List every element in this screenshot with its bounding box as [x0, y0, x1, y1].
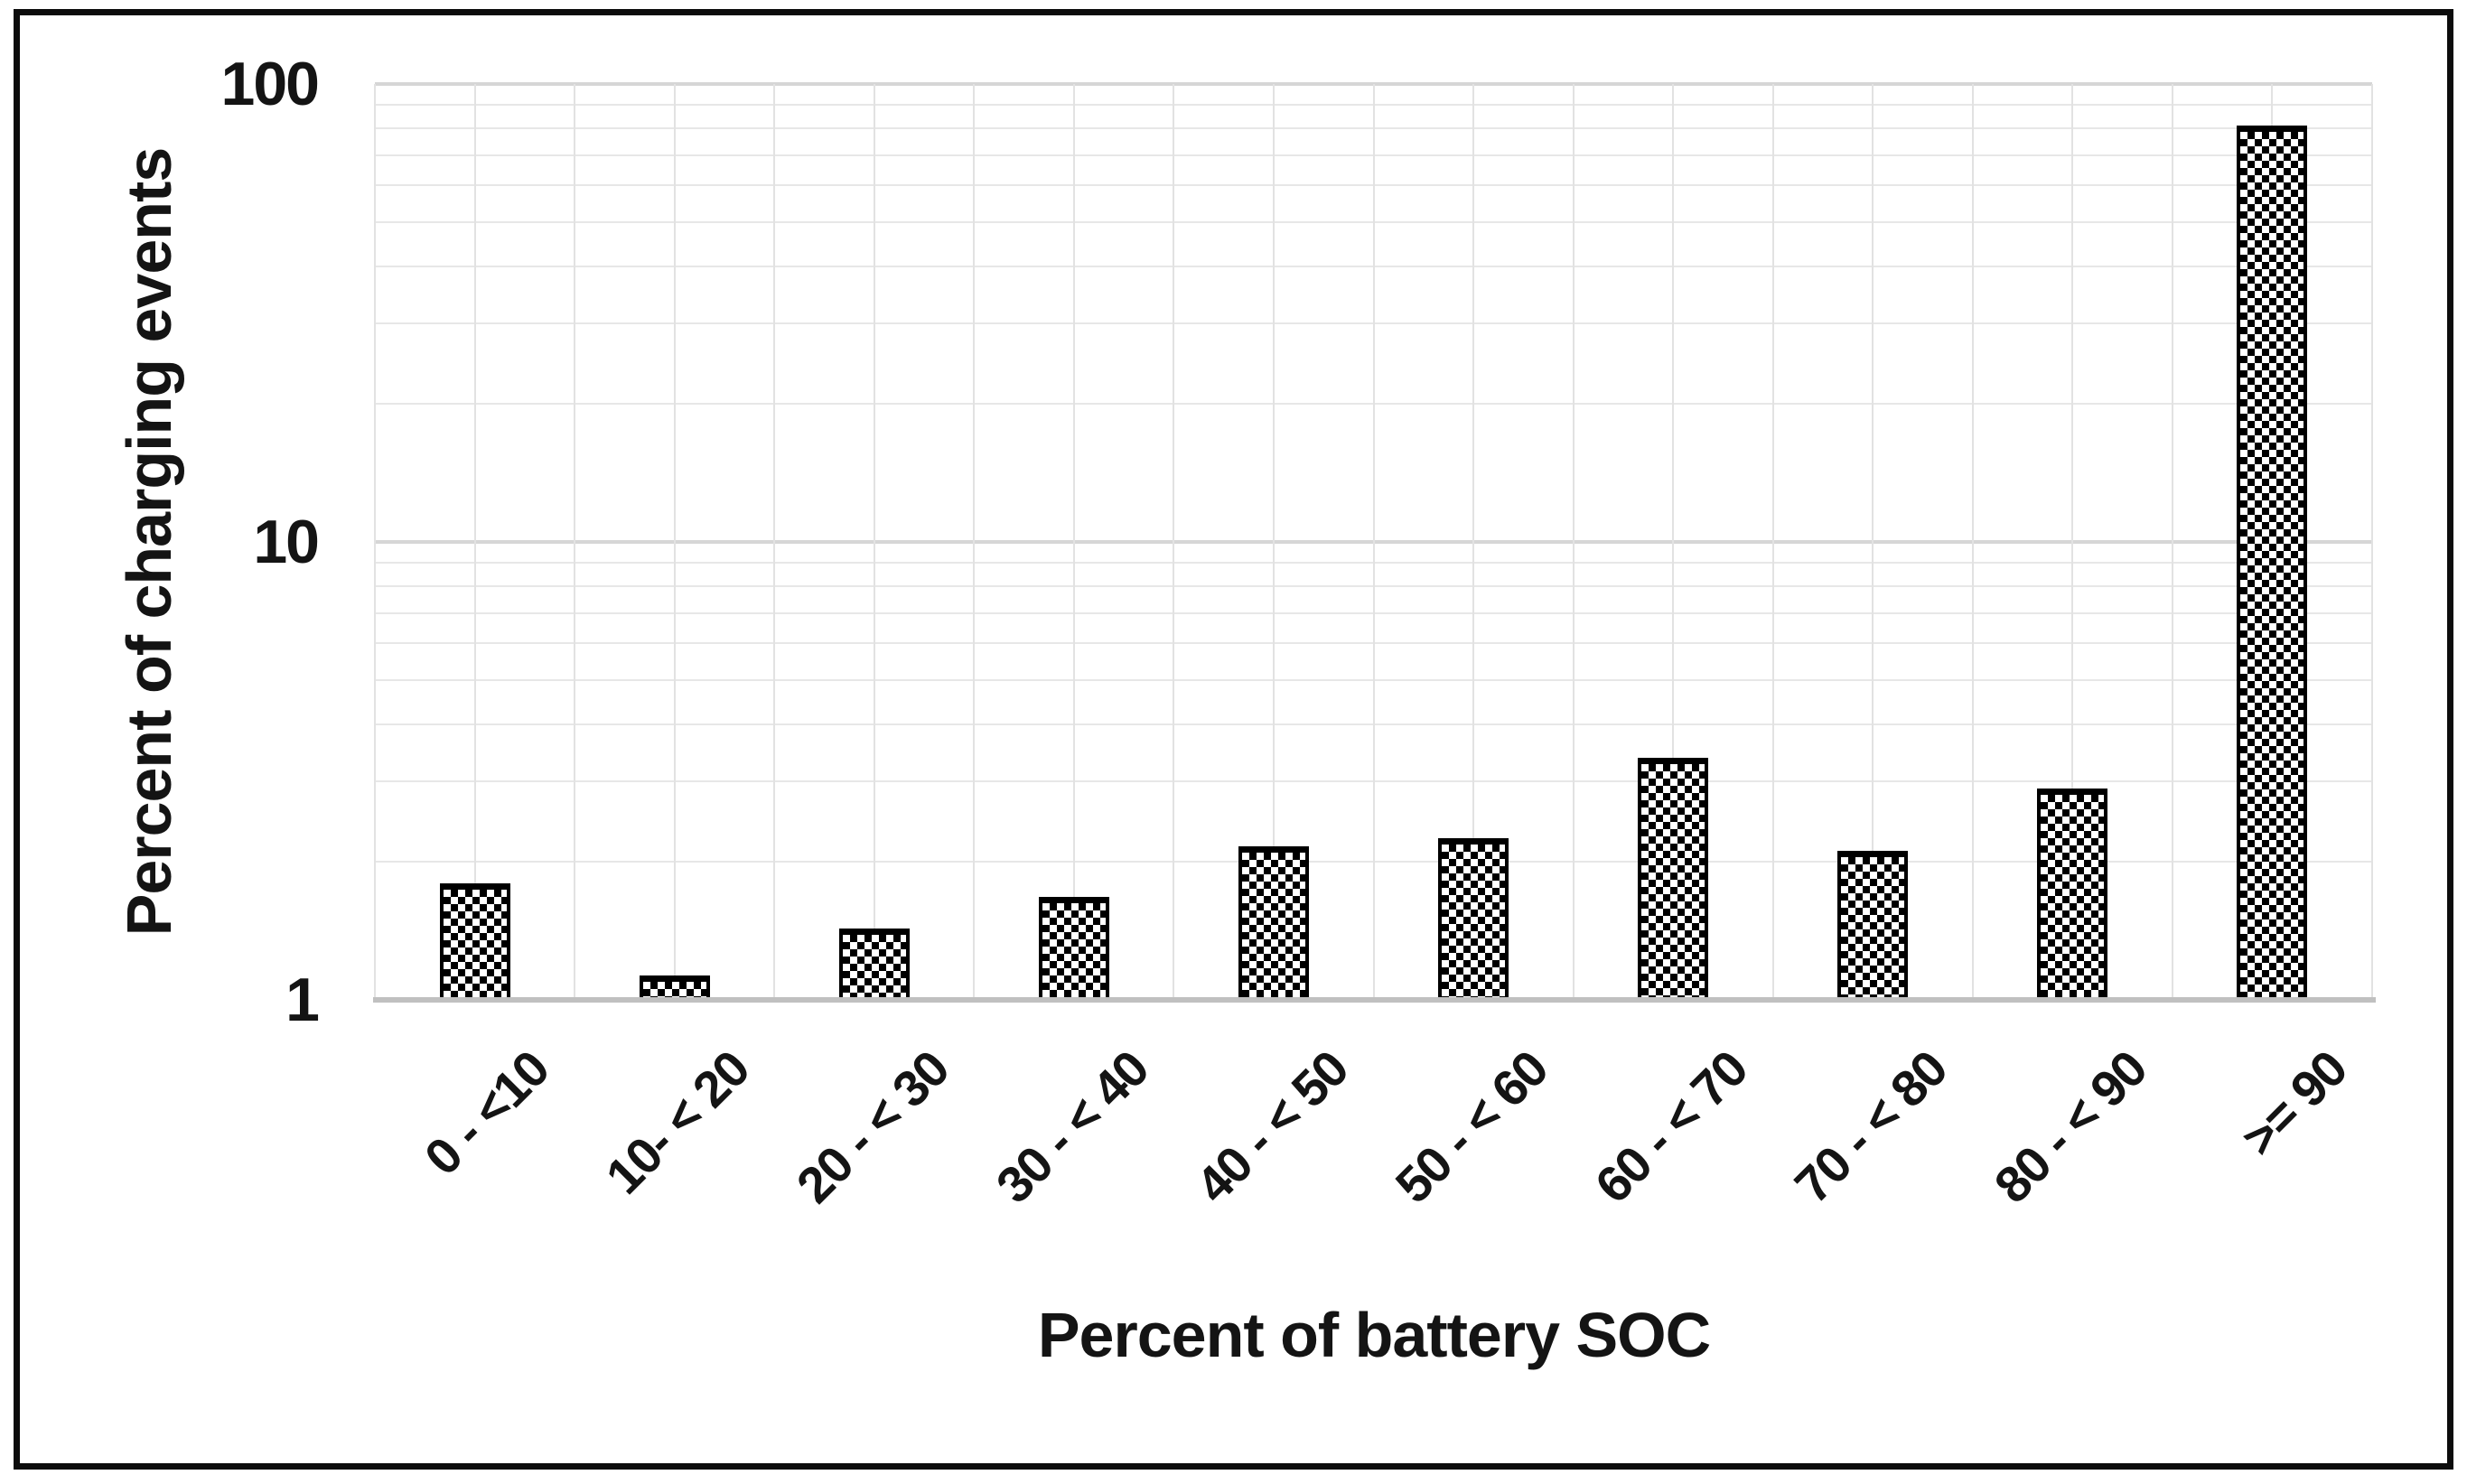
plot-right-border: [2371, 84, 2373, 1000]
gridline-v: [973, 84, 976, 1000]
gridline-v: [574, 84, 576, 1000]
x-tick-label: >= 90: [2229, 1040, 2358, 1167]
y-tick-label: 100: [220, 50, 320, 118]
bar-10- < 20: [639, 975, 710, 1000]
x-tick-label: 10- < 20: [594, 1040, 760, 1205]
gridline-v: [2071, 84, 2074, 1000]
plot-area: [373, 82, 2376, 1003]
gridline-v: [873, 84, 875, 1000]
x-tick-label: 0 - <10: [413, 1040, 560, 1186]
gridline-v: [773, 84, 776, 1000]
x-tick-label: 70 - < 80: [1783, 1040, 1958, 1214]
gridline-v: [1372, 84, 1375, 1000]
bar-50 - < 60: [1438, 838, 1509, 1000]
gridline-v: [1872, 84, 1874, 1000]
bar-20 - < 30: [838, 929, 910, 1000]
gridline-v: [1173, 84, 1175, 1000]
gridline-v: [1971, 84, 1974, 1000]
bar-40 - < 50: [1238, 846, 1309, 1000]
x-tick-label: 40 - < 50: [1184, 1040, 1359, 1214]
gridline-v: [473, 84, 476, 1000]
x-axis-title: Percent of battery SOC: [1037, 1300, 1711, 1370]
gridline-v: [1472, 84, 1475, 1000]
bar-80 - < 90: [2037, 788, 2108, 1000]
gridline-v: [1272, 84, 1275, 1000]
x-tick-label: 20 - < 30: [785, 1040, 959, 1214]
y-tick-label: 1: [285, 966, 320, 1034]
x-axis-line: [373, 997, 2376, 1003]
bar-70 - < 80: [1837, 850, 1909, 1000]
x-tick-label: 30 - < 40: [985, 1040, 1159, 1214]
bar-60 - < 70: [1638, 757, 1709, 1000]
bar-0 - <10: [439, 882, 510, 1000]
x-tick-label: 50 - < 60: [1384, 1040, 1558, 1214]
gridline-v: [673, 84, 676, 1000]
x-tick-label: 80 - < 90: [1983, 1040, 2158, 1214]
gridline-v: [1572, 84, 1575, 1000]
gridline-v: [1072, 84, 1075, 1000]
x-tick-label: 60 - < 70: [1584, 1040, 1758, 1214]
gridline-v: [1672, 84, 1675, 1000]
y-tick-label: 10: [253, 508, 320, 576]
gridline-v: [1771, 84, 1774, 1000]
plot-left-border: [374, 84, 376, 1000]
gridline-v: [2171, 84, 2173, 1000]
bar->= 90: [2237, 125, 2308, 1000]
bar-30 - < 40: [1038, 896, 1109, 1000]
